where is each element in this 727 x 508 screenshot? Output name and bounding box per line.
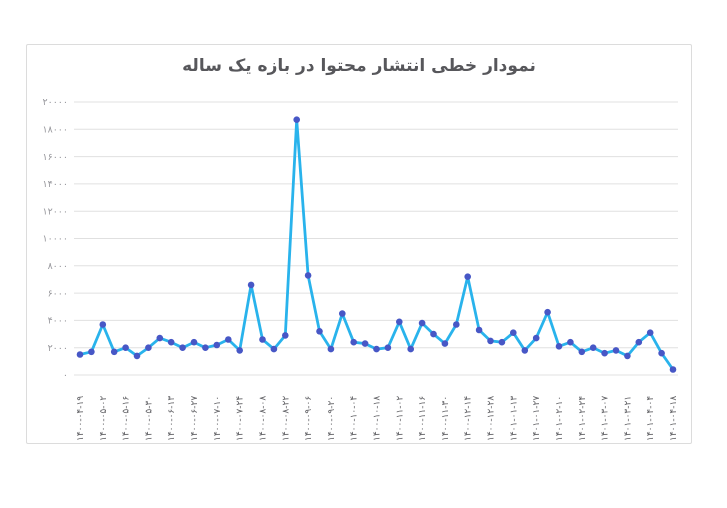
data-point[interactable] <box>99 321 107 328</box>
data-point[interactable] <box>247 281 255 289</box>
y-axis-tick-label: ۰ <box>63 370 68 381</box>
data-point[interactable] <box>487 337 494 345</box>
data-point[interactable] <box>396 318 403 326</box>
data-point[interactable] <box>418 319 426 327</box>
y-axis-tick-label: ۸۰۰۰ <box>48 261 68 272</box>
data-point[interactable] <box>646 329 654 337</box>
series-line <box>78 118 675 371</box>
data-point[interactable] <box>453 321 460 328</box>
data-point[interactable] <box>441 340 449 347</box>
data-point[interactable] <box>293 116 301 123</box>
data-point[interactable] <box>544 308 551 316</box>
data-point[interactable] <box>361 340 369 347</box>
x-axis-tick-label: ۱۴۰۱-۰۴-۱۸ <box>669 396 679 441</box>
data-point[interactable] <box>167 338 175 346</box>
x-axis-tick-label: ۱۴۰۱-۰۱-۲۷ <box>532 396 542 441</box>
data-point[interactable] <box>190 338 198 346</box>
y-axis-tick-label: ۴۰۰۰ <box>48 316 68 327</box>
data-point[interactable] <box>407 345 415 353</box>
y-axis-tick-label: ۱۸۰۰۰ <box>42 125 68 136</box>
x-axis-tick-label: ۱۴۰۰-۱۱-۰۲ <box>395 396 405 441</box>
data-point[interactable] <box>589 344 597 352</box>
data-point[interactable] <box>339 310 346 317</box>
y-axis-tick-label: ۱۲۰۰۰ <box>42 206 68 217</box>
data-point[interactable] <box>521 347 529 354</box>
x-axis-tick-label: ۱۴۰۱-۰۳-۰۷ <box>601 396 611 441</box>
x-axis-tick-label: ۱۴۰۰-۰۸-۲۲ <box>281 396 291 441</box>
data-point[interactable] <box>179 344 186 352</box>
data-point[interactable] <box>384 344 392 352</box>
data-point[interactable] <box>555 343 563 350</box>
x-axis-tick-label: ۱۴۰۰-۱۱-۱۶ <box>418 396 428 441</box>
data-point[interactable] <box>635 338 643 346</box>
data-point[interactable] <box>578 348 586 356</box>
data-point[interactable] <box>156 334 164 342</box>
data-point[interactable] <box>122 344 129 352</box>
y-axis-tick-label: ۲۰۰۰ <box>48 343 68 354</box>
data-point[interactable] <box>316 328 323 335</box>
data-point[interactable] <box>236 347 243 354</box>
data-point[interactable] <box>350 338 358 346</box>
data-point[interactable] <box>225 336 232 343</box>
x-axis-tick-label: ۱۴۰۰-۰۷-۱۰ <box>213 396 223 441</box>
y-axis-tick-label: ۱۴۰۰۰ <box>42 179 68 190</box>
data-point[interactable] <box>145 344 152 352</box>
data-point[interactable] <box>88 348 95 356</box>
data-point[interactable] <box>624 352 631 360</box>
data-point[interactable] <box>498 338 506 346</box>
chart-card: نمودار خطی انتشار محتوا در بازه یک ساله … <box>26 44 692 444</box>
data-point[interactable] <box>213 341 221 349</box>
data-point[interactable] <box>373 345 380 353</box>
data-point[interactable] <box>282 332 289 339</box>
y-axis-tick-label: ۱۰۰۰۰ <box>42 234 68 245</box>
x-axis-tick-label: ۱۴۰۱-۰۳-۲۱ <box>623 396 633 441</box>
x-axis-tick-label: ۱۴۰۱-۰۲-۲۴ <box>578 396 588 441</box>
data-point[interactable] <box>327 345 335 353</box>
data-point[interactable] <box>202 344 209 352</box>
y-axis-tick-label: ۱۶۰۰۰ <box>42 152 68 163</box>
y-axis-tick-label: ۶۰۰۰ <box>48 288 68 299</box>
x-axis-tick-label: ۱۴۰۰-۰۵-۱۶ <box>122 396 132 441</box>
x-axis-tick-label: ۱۴۰۰-۰۴-۱۹ <box>76 396 86 441</box>
data-point[interactable] <box>601 349 608 357</box>
x-axis-tick-label: ۱۴۰۱-۰۲-۱۰ <box>555 396 565 441</box>
data-point[interactable] <box>567 338 574 346</box>
data-point[interactable] <box>669 366 677 373</box>
data-point[interactable] <box>133 352 141 360</box>
data-point[interactable] <box>532 334 540 342</box>
x-axis-tick-label: ۱۴۰۰-۱۱-۳۰ <box>441 396 451 441</box>
x-axis-tick-label: ۱۴۰۰-۰۵-۰۲ <box>99 396 109 441</box>
data-point[interactable] <box>612 347 620 354</box>
data-point[interactable] <box>475 326 483 334</box>
data-point[interactable] <box>510 329 517 337</box>
data-point[interactable] <box>270 345 278 353</box>
x-axis-tick-label: ۱۴۰۰-۰۸-۰۸ <box>258 396 268 441</box>
data-point[interactable] <box>430 330 437 338</box>
data-point[interactable] <box>304 272 312 279</box>
x-axis-tick-label: ۱۴۰۰-۱۰-۱۸ <box>373 396 383 441</box>
data-point[interactable] <box>464 273 472 280</box>
x-axis-tick-label: ۱۴۰۰-۰۵-۳۰ <box>144 396 154 441</box>
x-axis-tick-label: ۱۴۰۰-۰۹-۰۶ <box>304 396 314 441</box>
data-point[interactable] <box>259 336 266 343</box>
chart-title: نمودار خطی انتشار محتوا در بازه یک ساله <box>182 56 536 76</box>
y-axis-tick-label: ۲۰۰۰۰ <box>42 97 68 108</box>
x-axis-tick-label: ۱۴۰۰-۰۷-۲۴ <box>236 396 246 441</box>
x-axis-tick-label: ۱۴۰۰-۰۶-۱۳ <box>167 396 177 441</box>
data-point[interactable] <box>658 349 665 357</box>
line-chart-canvas[interactable]: ۲۰۰۰۰۱۸۰۰۰۱۶۰۰۰۱۴۰۰۰۱۲۰۰۰۱۰۰۰۰۸۰۰۰۶۰۰۰۴۰… <box>27 45 691 443</box>
data-point[interactable] <box>110 348 118 356</box>
x-axis-tick-label: ۱۴۰۰-۰۹-۲۰ <box>327 396 337 441</box>
x-axis-tick-label: ۱۴۰۰-۱۰-۰۴ <box>350 396 360 441</box>
x-axis-tick-label: ۱۴۰۰-۰۶-۲۷ <box>190 396 200 441</box>
x-axis-tick-label: ۱۴۰۱-۰۱-۱۳ <box>509 396 519 441</box>
x-axis-tick-label: ۱۴۰۰-۱۲-۲۸ <box>487 396 497 441</box>
data-point[interactable] <box>76 351 84 358</box>
x-axis-tick-label: ۱۴۰۱-۰۴-۰۴ <box>646 396 656 441</box>
x-axis-tick-label: ۱۴۰۰-۱۲-۱۴ <box>464 396 474 441</box>
